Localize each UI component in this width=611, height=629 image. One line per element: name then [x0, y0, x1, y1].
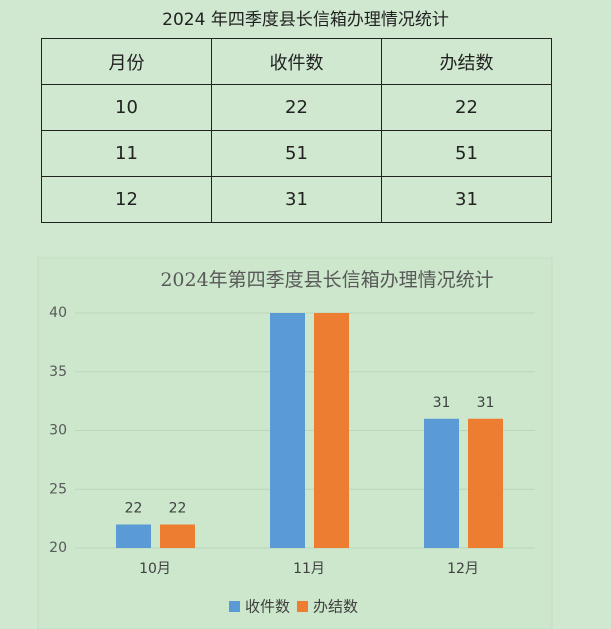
bar — [314, 313, 349, 548]
legend-label: 收件数 — [245, 598, 290, 616]
legend-swatch — [229, 601, 240, 612]
y-tick-label: 35 — [49, 364, 67, 380]
legend-label: 办结数 — [313, 598, 358, 616]
bar — [468, 418, 503, 548]
row: 12 31 31 — [41, 176, 552, 223]
bar — [116, 524, 151, 548]
header-cell: 办结数 — [381, 38, 552, 85]
data-label: 31 — [433, 395, 451, 411]
data-label: 22 — [169, 501, 187, 517]
header-cell: 收件数 — [211, 38, 382, 85]
row: 10 22 22 — [41, 84, 552, 131]
x-tick-label: 10月 — [139, 561, 171, 577]
bar — [424, 418, 459, 548]
cell: 31 — [211, 176, 382, 223]
cell: 22 — [211, 84, 382, 131]
x-tick-label: 11月 — [293, 561, 325, 577]
cell: 31 — [381, 176, 552, 223]
bar — [160, 524, 195, 548]
bar — [270, 313, 305, 548]
table-title: 2024 年四季度县长信箱办理情况统计 — [162, 10, 449, 30]
y-tick-label: 25 — [49, 481, 67, 497]
table: 月份 收件数 办结数 10 22 22 11 51 51 12 31 31 — [41, 38, 552, 223]
header-row: 月份 收件数 办结数 — [41, 38, 552, 85]
cell: 12 — [41, 176, 212, 223]
chart-title: 2024年第四季度县长信箱办理情况统计 — [160, 269, 493, 291]
plot — [116, 313, 503, 548]
header-cell: 月份 — [41, 38, 212, 85]
cell: 51 — [211, 130, 382, 177]
cell: 10 — [41, 84, 212, 131]
data-label: 22 — [125, 501, 143, 517]
data-label: 31 — [477, 395, 495, 411]
legend-swatch — [297, 601, 308, 612]
x-tick-label: 12月 — [447, 561, 479, 577]
y-tick-label: 30 — [49, 423, 67, 439]
y-tick-label: 20 — [49, 540, 67, 556]
y-tick-label: 40 — [49, 305, 67, 321]
cell: 11 — [41, 130, 212, 177]
